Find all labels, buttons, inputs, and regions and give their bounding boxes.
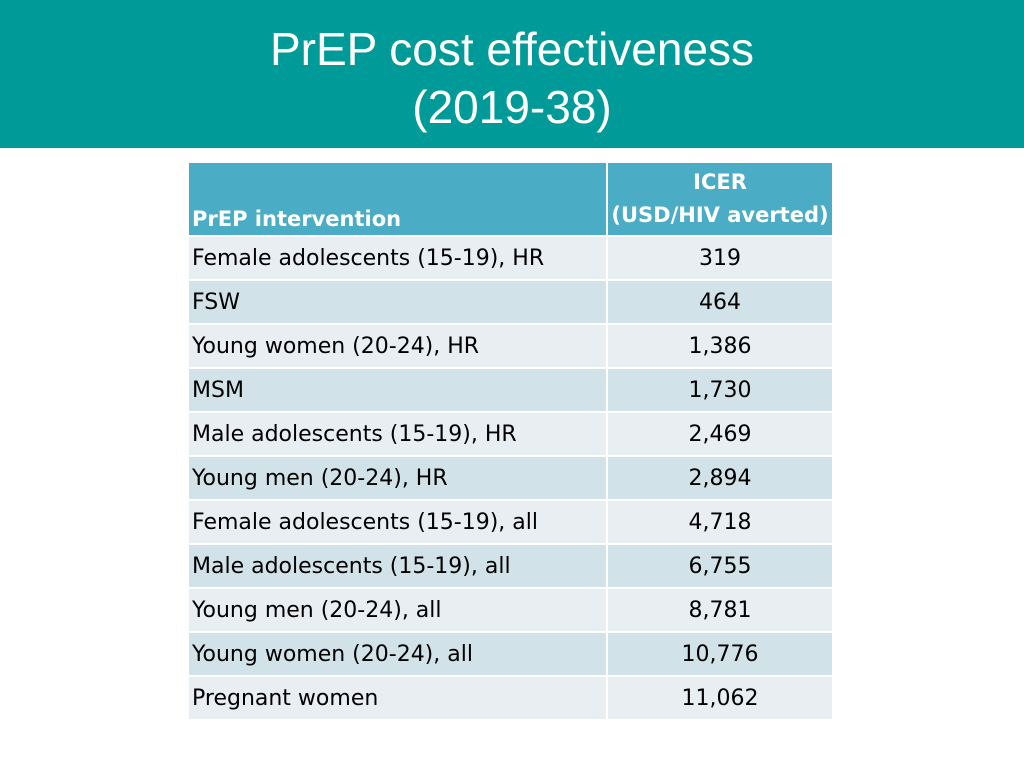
row-icer: 6,755 [606, 545, 832, 589]
header-icer-line-2: (USD/HIV averted) [611, 203, 829, 227]
row-icer: 2,894 [606, 457, 832, 501]
table-row: MSM 1,730 [189, 369, 832, 413]
row-intervention: Young women (20-24), all [189, 633, 606, 677]
header-icer-line-1: ICER [693, 170, 747, 194]
slide-title: PrEP cost effectiveness (2019-38) [0, 20, 1024, 136]
slide-title-line-2: (2019-38) [412, 81, 612, 133]
title-bar [0, 0, 1024, 148]
row-intervention: Young men (20-24), all [189, 589, 606, 633]
row-icer: 319 [606, 237, 832, 281]
row-intervention: Young women (20-24), HR [189, 325, 606, 369]
row-icer: 11,062 [606, 677, 832, 721]
table-row: Pregnant women 11,062 [189, 677, 832, 721]
row-icer: 1,730 [606, 369, 832, 413]
row-intervention: Female adolescents (15-19), HR [189, 237, 606, 281]
row-intervention: Pregnant women [189, 677, 606, 721]
table-row: Male adolescents (15-19), all 6,755 [189, 545, 832, 589]
row-intervention: Young men (20-24), HR [189, 457, 606, 501]
row-icer: 4,718 [606, 501, 832, 545]
table-header-row: PrEP intervention ICER (USD/HIV averted) [189, 163, 832, 237]
table-row: FSW 464 [189, 281, 832, 325]
table-row: Female adolescents (15-19), HR 319 [189, 237, 832, 281]
table-row: Young women (20-24), all 10,776 [189, 633, 832, 677]
row-icer: 10,776 [606, 633, 832, 677]
slide-title-line-1: PrEP cost effectiveness [269, 23, 755, 75]
row-icer: 1,386 [606, 325, 832, 369]
row-intervention: Male adolescents (15-19), all [189, 545, 606, 589]
row-intervention: MSM [189, 369, 606, 413]
table-row: Female adolescents (15-19), all 4,718 [189, 501, 832, 545]
row-icer: 8,781 [606, 589, 832, 633]
icer-table: PrEP intervention ICER (USD/HIV averted)… [189, 163, 832, 721]
table-row: Young men (20-24), all 8,781 [189, 589, 832, 633]
table-row: Young women (20-24), HR 1,386 [189, 325, 832, 369]
row-intervention: Female adolescents (15-19), all [189, 501, 606, 545]
header-icer: ICER (USD/HIV averted) [606, 163, 832, 237]
table-row: Male adolescents (15-19), HR 2,469 [189, 413, 832, 457]
header-intervention: PrEP intervention [189, 163, 606, 237]
row-intervention: Male adolescents (15-19), HR [189, 413, 606, 457]
row-icer: 2,469 [606, 413, 832, 457]
row-icer: 464 [606, 281, 832, 325]
table-row: Young men (20-24), HR 2,894 [189, 457, 832, 501]
row-intervention: FSW [189, 281, 606, 325]
